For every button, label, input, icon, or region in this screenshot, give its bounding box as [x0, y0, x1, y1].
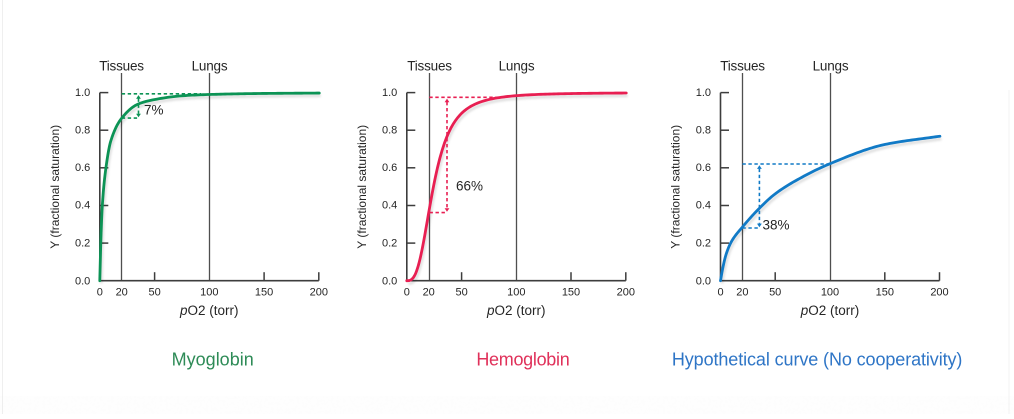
svg-text:Y (fractional saturation): Y (fractional saturation)	[355, 125, 369, 249]
svg-text:20: 20	[423, 287, 435, 299]
svg-text:pO2 (torr): pO2 (torr)	[179, 303, 239, 318]
svg-text:0.6: 0.6	[382, 162, 397, 174]
svg-text:0.4: 0.4	[696, 200, 711, 212]
svg-text:Lungs: Lungs	[499, 59, 535, 74]
svg-text:200: 200	[930, 287, 948, 299]
svg-text:0.8: 0.8	[75, 124, 90, 136]
svg-text:Hemoglobin: Hemoglobin	[476, 349, 569, 369]
svg-text:100: 100	[507, 287, 525, 299]
svg-text:Lungs: Lungs	[192, 59, 228, 74]
svg-text:0.2: 0.2	[696, 237, 711, 249]
svg-text:150: 150	[255, 287, 273, 299]
svg-text:0: 0	[717, 287, 723, 299]
svg-text:0.6: 0.6	[696, 162, 711, 174]
svg-text:200: 200	[310, 287, 328, 299]
svg-text:0.0: 0.0	[696, 276, 711, 288]
svg-text:38%: 38%	[763, 218, 790, 233]
svg-text:66%: 66%	[456, 178, 483, 193]
svg-text:20: 20	[116, 287, 128, 299]
svg-text:0: 0	[404, 287, 410, 299]
svg-text:Tissues: Tissues	[99, 59, 144, 74]
svg-text:Lungs: Lungs	[813, 59, 849, 74]
svg-text:100: 100	[200, 287, 218, 299]
svg-text:Myoglobin: Myoglobin	[172, 349, 254, 369]
svg-text:50: 50	[148, 287, 160, 299]
svg-text:Tissues: Tissues	[720, 59, 765, 74]
svg-text:0.6: 0.6	[75, 162, 90, 174]
svg-text:150: 150	[876, 287, 894, 299]
svg-text:100: 100	[821, 287, 839, 299]
svg-text:1.0: 1.0	[75, 87, 90, 99]
svg-text:Tissues: Tissues	[407, 59, 452, 74]
svg-text:0.2: 0.2	[75, 237, 90, 249]
svg-text:1.0: 1.0	[696, 87, 711, 99]
svg-text:50: 50	[769, 287, 781, 299]
svg-text:0.4: 0.4	[382, 200, 397, 212]
svg-text:150: 150	[562, 287, 580, 299]
svg-text:200: 200	[617, 287, 635, 299]
svg-text:50: 50	[455, 287, 467, 299]
svg-text:0: 0	[97, 287, 103, 299]
svg-text:20: 20	[736, 287, 748, 299]
svg-text:pO2 (torr): pO2 (torr)	[800, 303, 860, 318]
svg-text:0.0: 0.0	[75, 276, 90, 288]
svg-text:Y (fractional saturation): Y (fractional saturation)	[48, 125, 62, 249]
svg-text:pO2 (torr): pO2 (torr)	[486, 303, 546, 318]
svg-text:Hypothetical curve (No coopera: Hypothetical curve (No cooperativity)	[672, 349, 962, 369]
svg-text:0.2: 0.2	[382, 237, 397, 249]
svg-text:0.4: 0.4	[75, 200, 90, 212]
svg-text:0.8: 0.8	[696, 124, 711, 136]
svg-text:Y (fractional saturation): Y (fractional saturation)	[669, 125, 683, 249]
svg-text:0.8: 0.8	[382, 124, 397, 136]
svg-text:0.0: 0.0	[382, 276, 397, 288]
svg-text:1.0: 1.0	[382, 87, 397, 99]
svg-text:7%: 7%	[144, 103, 164, 118]
